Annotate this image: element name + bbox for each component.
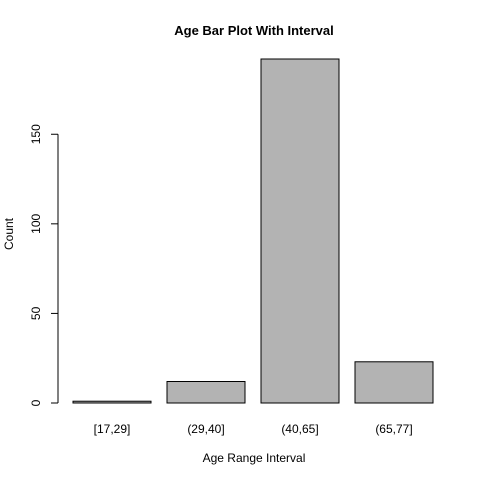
bars [72, 58, 434, 404]
chart-title: Age Bar Plot With Interval [174, 23, 334, 38]
y-axis: 0 50 100 150 [29, 124, 59, 406]
bar [166, 381, 246, 404]
y-tick-label: 100 [29, 214, 43, 234]
y-axis-label: Count [2, 217, 16, 250]
y-tick-label: 0 [29, 399, 43, 406]
x-tick-labels: [17,29] (29,40] (40,65] (65,77] [94, 422, 413, 436]
x-tick-label: (40,65] [281, 422, 318, 436]
y-tick-label: 50 [29, 306, 43, 320]
bar [72, 400, 152, 404]
x-tick-label: (29,40] [187, 422, 224, 436]
bar [354, 361, 434, 404]
bar [260, 58, 340, 404]
x-tick-label: [17,29] [94, 422, 131, 436]
x-tick-label: (65,77] [375, 422, 412, 436]
x-axis-label: Age Range Interval [203, 451, 306, 465]
y-tick-label: 150 [29, 124, 43, 144]
